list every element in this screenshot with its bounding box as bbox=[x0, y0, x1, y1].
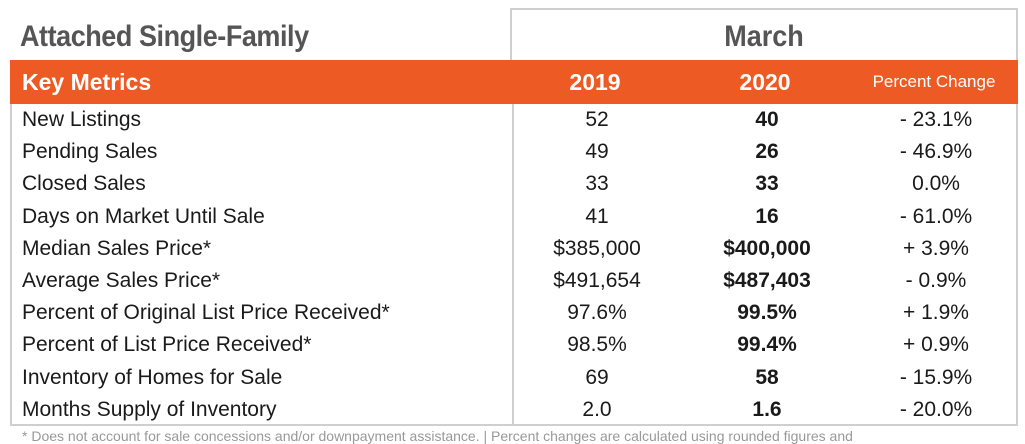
header-year-2020: 2020 bbox=[739, 69, 791, 95]
percent-change: - 23.1% bbox=[899, 108, 973, 131]
value-2019: 69 bbox=[585, 365, 609, 389]
percent-change: - 15.9% bbox=[899, 365, 973, 389]
value-2019: 97.6% bbox=[567, 301, 627, 325]
value-2019: 49 bbox=[585, 140, 609, 164]
value-2020: 99.5% bbox=[737, 301, 797, 325]
metric-label: Closed Sales bbox=[22, 172, 146, 196]
metric-label: Inventory of Homes for Sale bbox=[22, 365, 283, 389]
footnote: * Does not account for sale concessions … bbox=[22, 428, 853, 444]
value-2020: $400,000 bbox=[723, 236, 811, 260]
title-row: Attached Single-Family March bbox=[10, 8, 1018, 60]
metric-label: Months Supply of Inventory bbox=[22, 397, 277, 421]
metric-label: Days on Market Until Sale bbox=[22, 204, 265, 228]
value-2019: $491,654 bbox=[553, 269, 641, 292]
metric-label: Percent of Original List Price Received* bbox=[22, 301, 390, 325]
percent-change: - 46.9% bbox=[899, 140, 973, 164]
column-divider bbox=[512, 104, 514, 424]
table-row: Inventory of Homes for Sale 69 58 - 15.9… bbox=[12, 362, 1016, 394]
table-row: Months Supply of Inventory 2.0 1.6 - 20.… bbox=[12, 394, 1016, 426]
header-key-metrics: Key Metrics bbox=[22, 69, 152, 95]
table-row: Average Sales Price* $491,654 $487,403 -… bbox=[12, 265, 1016, 297]
metrics-table: Attached Single-Family March Key Metrics… bbox=[10, 8, 1018, 426]
percent-change: - 61.0% bbox=[899, 204, 973, 228]
metric-label: Median Sales Price* bbox=[22, 236, 212, 260]
metric-label: New Listings bbox=[22, 108, 142, 131]
period-header: March bbox=[510, 8, 1018, 60]
table-row: Percent of Original List Price Received*… bbox=[12, 297, 1016, 329]
metric-label: Pending Sales bbox=[22, 140, 158, 164]
metric-label: Average Sales Price* bbox=[22, 269, 221, 292]
header-year-2019: 2019 bbox=[569, 69, 621, 95]
percent-change: 0.0% bbox=[912, 172, 960, 196]
percent-change: - 20.0% bbox=[899, 397, 973, 421]
percent-change: + 3.9% bbox=[903, 236, 969, 260]
percent-change: - 0.9% bbox=[905, 269, 967, 292]
value-2019: $385,000 bbox=[553, 236, 641, 260]
value-2020: 33 bbox=[755, 172, 779, 196]
section-title: Attached Single-Family bbox=[20, 20, 309, 53]
value-2020: $487,403 bbox=[723, 269, 811, 292]
value-2019: 98.5% bbox=[567, 333, 627, 357]
value-2020: 40 bbox=[755, 108, 779, 131]
column-header-row: Key Metrics 2019 2020 Percent Change bbox=[10, 60, 1018, 104]
value-2019: 2.0 bbox=[582, 397, 612, 421]
metric-label: Percent of List Price Received* bbox=[22, 333, 312, 357]
value-2020: 58 bbox=[755, 365, 779, 389]
value-2020: 26 bbox=[755, 140, 779, 164]
header-percent-change: Percent Change bbox=[872, 72, 996, 91]
table-row: Percent of List Price Received* 98.5% 99… bbox=[12, 329, 1016, 361]
period-title: March bbox=[724, 20, 804, 53]
table-row: New Listings 52 40 - 23.1% bbox=[12, 104, 1016, 136]
table-body: New Listings 52 40 - 23.1% Pending Sales… bbox=[10, 104, 1018, 426]
table-row: Closed Sales 33 33 0.0% bbox=[12, 168, 1016, 200]
value-2019: 52 bbox=[585, 108, 609, 131]
value-2020: 16 bbox=[755, 204, 779, 228]
table-row: Median Sales Price* $385,000 $400,000 + … bbox=[12, 233, 1016, 265]
table-row: Days on Market Until Sale 41 16 - 61.0% bbox=[12, 201, 1016, 233]
value-2019: 33 bbox=[585, 172, 609, 196]
value-2019: 41 bbox=[585, 204, 609, 228]
value-2020: 99.4% bbox=[737, 333, 797, 357]
percent-change: + 0.9% bbox=[903, 333, 969, 357]
percent-change: + 1.9% bbox=[903, 301, 969, 325]
table-row: Pending Sales 49 26 - 46.9% bbox=[12, 136, 1016, 168]
value-2020: 1.6 bbox=[752, 397, 782, 421]
